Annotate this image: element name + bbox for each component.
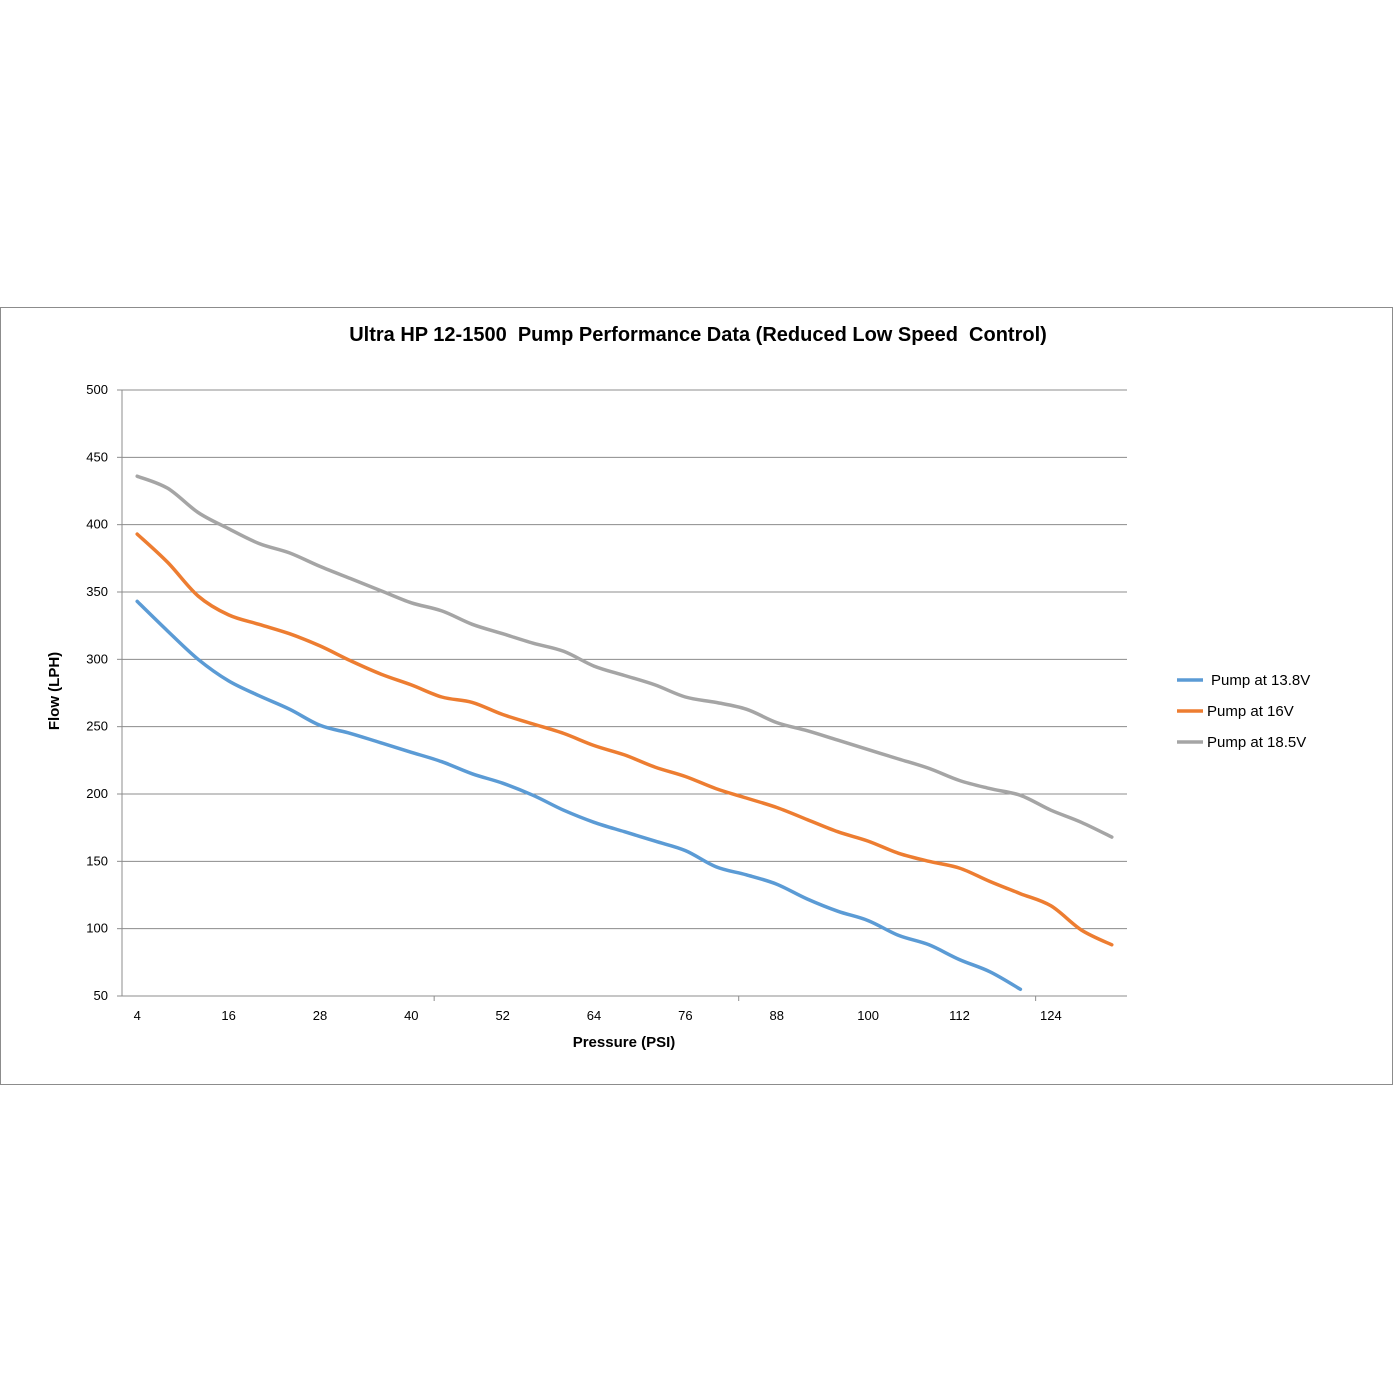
y-tick-label-500: 500 [86, 382, 108, 397]
legend-label-2: Pump at 18.5V [1207, 734, 1306, 751]
y-tick-label-200: 200 [86, 786, 108, 801]
legend-label-1: Pump at 16V [1207, 703, 1294, 720]
x-tick-label-52: 52 [495, 1008, 509, 1023]
x-tick-label-28: 28 [313, 1008, 327, 1023]
series-line-0 [135, 599, 1023, 992]
gridlines [122, 389, 1127, 930]
series-line-1 [135, 532, 1114, 947]
y-tick-label-450: 450 [86, 449, 108, 464]
y-axis-title: Flow (LPH) [46, 652, 63, 730]
y-tick-label-400: 400 [86, 517, 108, 532]
line-chart: Ultra HP 12-1500 Pump Performance Data (… [46, 324, 1310, 1051]
y-tick-label-350: 350 [86, 584, 108, 599]
series-line-2 [135, 474, 1114, 839]
x-tick-label-64: 64 [587, 1008, 601, 1023]
x-tick-label-112: 112 [949, 1008, 970, 1023]
x-tick-label-4: 4 [134, 1008, 141, 1023]
y-tick-label-50: 50 [94, 988, 108, 1003]
x-tick-label-88: 88 [770, 1008, 784, 1023]
y-tick-label-250: 250 [86, 719, 108, 734]
y-tick-label-300: 300 [86, 651, 108, 666]
x-tick-label-100: 100 [857, 1008, 879, 1023]
legend: Pump at 13.8V Pump at 16V Pump at 18.5V [1177, 672, 1310, 751]
x-axis-title: Pressure (PSI) [573, 1034, 676, 1051]
x-tick-label-40: 40 [404, 1008, 418, 1023]
y-tick-label-150: 150 [86, 853, 108, 868]
data-series [135, 474, 1114, 992]
axes: 50 100 150 200 250 300 350 400 450 500 4 16 28 40 52 64… [86, 382, 1127, 1023]
chart-frame: Ultra HP 12-1500 Pump Performance Data (… [0, 307, 1393, 1085]
x-tick-label-16: 16 [221, 1008, 235, 1023]
x-tick-label-76: 76 [678, 1008, 692, 1023]
chart-title: Ultra HP 12-1500 Pump Performance Data (… [349, 324, 1047, 346]
x-tick-label-124: 124 [1040, 1008, 1062, 1023]
y-tick-label-100: 100 [86, 921, 108, 936]
legend-label-0: Pump at 13.8V [1211, 672, 1310, 689]
